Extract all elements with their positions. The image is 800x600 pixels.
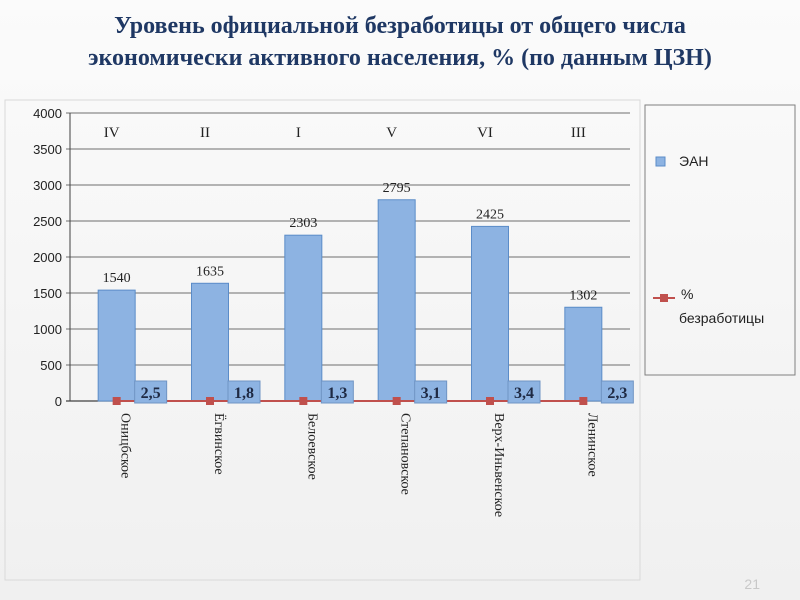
pct-label-box bbox=[227, 380, 261, 404]
bar-value-labels: 1540 1635 2303 2795 2425 1302 bbox=[103, 181, 598, 303]
x-tick-label: Верх-Иньвенское bbox=[491, 413, 506, 517]
x-tick-label: Ленинское bbox=[584, 413, 599, 477]
title-line-1: Уровень официальной безработицы от общег… bbox=[114, 13, 686, 39]
pct-value-label: 1,8 bbox=[234, 385, 254, 402]
bar-value-label: 1540 bbox=[103, 271, 131, 286]
y-tick-label: 2000 bbox=[33, 250, 62, 265]
line-marker bbox=[112, 397, 121, 405]
pct-label-box bbox=[414, 380, 448, 404]
pct-label-box bbox=[320, 380, 354, 404]
rank-label: II bbox=[200, 125, 210, 141]
pct-value-label: 2,3 bbox=[607, 385, 627, 402]
pct-label-box bbox=[600, 380, 634, 404]
y-tick-label: 1000 bbox=[33, 322, 62, 337]
gridlines bbox=[66, 112, 630, 402]
rank-label: III bbox=[571, 125, 586, 141]
legend-bar-label: ЭАН bbox=[679, 153, 709, 169]
bar-value-label: 2425 bbox=[476, 207, 504, 222]
legend-line-label: % bbox=[681, 286, 693, 302]
bar-value-label: 1302 bbox=[569, 288, 597, 303]
y-tick-label: 0 bbox=[55, 394, 62, 409]
line-marker bbox=[206, 397, 214, 405]
line-marker bbox=[299, 397, 308, 405]
bar bbox=[284, 234, 323, 402]
bar-value-label: 1635 bbox=[196, 264, 224, 279]
title-line-2: экономически активного населения, % (по … bbox=[88, 45, 712, 71]
pct-value-label: 3,4 bbox=[514, 385, 534, 402]
y-axis: 0 500 1000 1500 2000 2500 3000 3500 4000 bbox=[33, 106, 71, 409]
x-axis-labels: Оницбское Ёгвинское Белоевское Степановское… bbox=[118, 413, 600, 517]
rank-label: I bbox=[296, 125, 301, 141]
bar bbox=[471, 225, 509, 402]
bar bbox=[564, 306, 603, 402]
bar-value-label: 2303 bbox=[289, 216, 317, 231]
legend-bar-swatch bbox=[655, 156, 666, 167]
rank-label: IV bbox=[104, 125, 120, 141]
rank-labels: IV II I V VI III bbox=[104, 125, 586, 141]
rank-label: VI bbox=[477, 125, 493, 141]
x-tick-label: Оницбское bbox=[118, 413, 133, 478]
y-tick-label: 2500 bbox=[33, 214, 62, 229]
pct-value-label: 3,1 bbox=[421, 385, 441, 402]
y-tick-label: 500 bbox=[40, 358, 62, 373]
line-marker bbox=[579, 397, 588, 405]
x-tick-label: Белоевское bbox=[304, 413, 319, 480]
pct-label-box bbox=[507, 380, 541, 404]
y-tick-label: 1500 bbox=[33, 286, 62, 301]
legend-line-marker bbox=[660, 294, 668, 302]
bar bbox=[191, 282, 229, 402]
bar bbox=[97, 289, 136, 402]
bar bbox=[377, 199, 416, 402]
legend-line-label-2: безработицы bbox=[679, 310, 764, 326]
pct-label-box bbox=[134, 380, 168, 404]
y-tick-label: 4000 bbox=[33, 106, 62, 121]
pct-value-label: 1,3 bbox=[327, 385, 347, 402]
bar-series bbox=[97, 199, 603, 402]
plot-frame bbox=[4, 99, 641, 581]
legend: ЭАН% безработицы bbox=[653, 153, 764, 326]
line-marker bbox=[486, 397, 494, 405]
legend-frame bbox=[644, 104, 796, 376]
slide-number: 21 bbox=[744, 576, 760, 592]
x-tick-label: Ёгвинское bbox=[211, 413, 228, 475]
y-tick-label: 3000 bbox=[33, 178, 62, 193]
unemployment-line: 2,5 1,8 1,3 3,1 3,4 2,3 bbox=[112, 380, 634, 405]
bar-value-label: 2795 bbox=[383, 181, 411, 196]
chart-title: Уровень официальной безработицы от общег… bbox=[0, 10, 800, 74]
x-tick-label: Степановское bbox=[398, 413, 413, 495]
pct-value-label: 2,5 bbox=[141, 385, 161, 402]
y-tick-label: 3500 bbox=[33, 142, 62, 157]
line-marker bbox=[392, 397, 401, 405]
rank-label: V bbox=[386, 125, 397, 141]
